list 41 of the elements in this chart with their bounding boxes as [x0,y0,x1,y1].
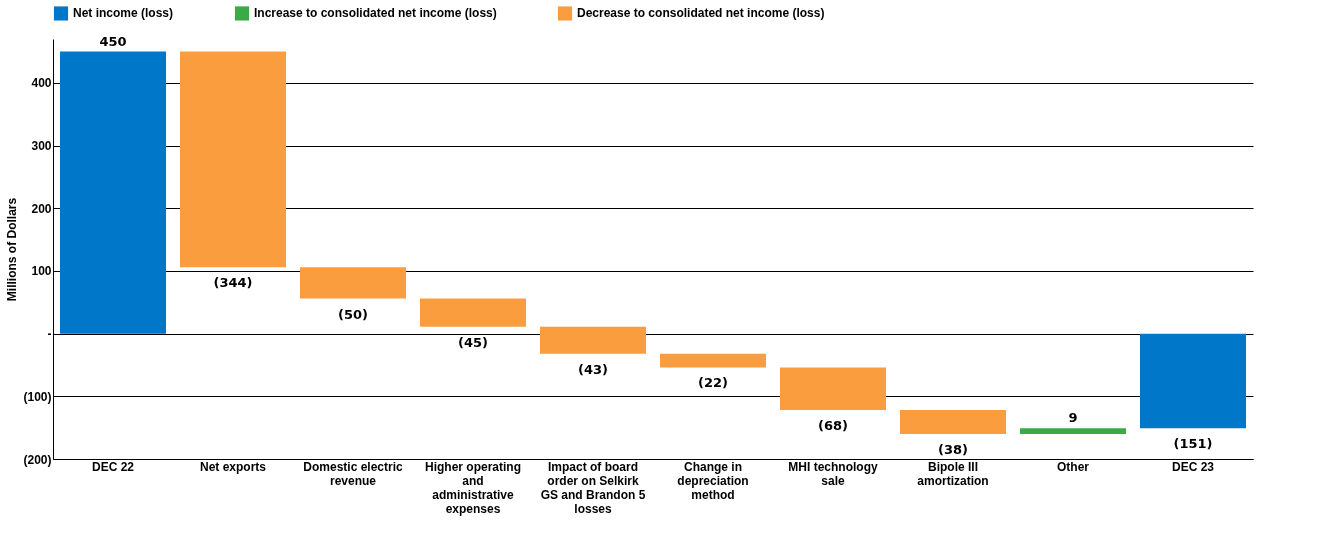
x-tick-label: DEC 22 [91,459,135,474]
y-tick-label: (200) [23,452,52,467]
bar [1140,333,1246,429]
legend-label: Net income (loss) [73,6,174,21]
bar [180,51,286,268]
y-tick-label: 300 [31,139,52,154]
bar [300,267,406,299]
x-tick-label: MHI technology sale [788,459,878,488]
x-tick-label: DEC 23 [1171,459,1215,474]
y-tick-label: - [47,327,52,342]
text: 9 [1068,410,1078,426]
text: (22) [698,375,728,391]
legend-label: Increase to consolidated net income (loss) [254,6,497,21]
bar [60,51,166,334]
x-tick-label: Impact of board order on Selkirk GS and Brandon 5 losses [540,459,646,516]
text: (45) [458,334,488,350]
legend-label: Decrease to consolidated net income (loss) [577,6,825,21]
bar [660,353,766,368]
text: 450 [99,33,127,49]
bar [540,326,646,354]
text: (43) [578,361,608,377]
text: (344) [213,275,253,291]
x-tick-label: Net exports [199,459,267,474]
bar [420,298,526,327]
y-axis-title: Millions of Dollars [5,197,20,302]
bar [780,367,886,411]
bar [900,410,1006,434]
y-tick-label: 200 [31,201,52,216]
y-tick-label: 100 [31,264,52,279]
text: (38) [938,441,968,457]
x-tick-label: Other [1056,459,1090,474]
text: (50) [338,306,368,322]
y-tick-label: (100) [23,389,52,404]
bar [1020,428,1126,434]
x-tick-label: Bipole III amortization [917,459,989,488]
x-tick-label: Change in depreciation method [677,459,749,502]
x-tick-label: Domestic electric revenue [303,459,404,488]
y-tick-label: 400 [31,76,52,91]
x-tick-label: Higher operating and administrative expenses [424,459,522,516]
text: (68) [818,418,848,434]
text: (151) [1173,436,1213,452]
